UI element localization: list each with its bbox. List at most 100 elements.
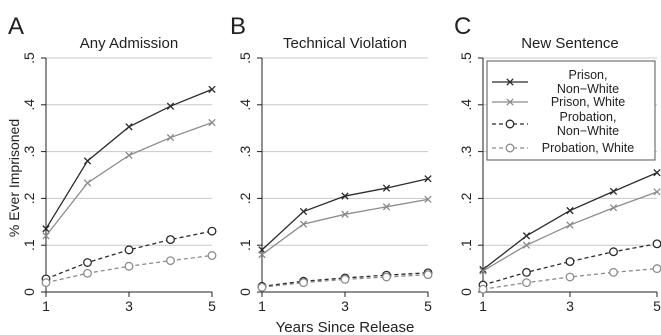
series-3 <box>41 226 217 284</box>
panel-letter: B <box>230 13 246 40</box>
x-axis-label: Years Since Release <box>276 319 415 335</box>
legend-label: Prison, <box>569 68 608 82</box>
series-2 <box>258 195 432 259</box>
data-point <box>423 270 433 280</box>
legend-label: Probation, <box>560 110 617 124</box>
y-tick-label: .3 <box>21 146 37 158</box>
series-1 <box>42 85 216 233</box>
x-tick-label: 5 <box>424 298 432 314</box>
data-point <box>299 278 308 288</box>
legend-marker <box>506 78 514 86</box>
legend-marker <box>505 119 515 129</box>
data-point <box>424 195 432 203</box>
legend-item: Prison, White <box>492 95 625 109</box>
series-line <box>45 88 213 230</box>
data-point <box>299 220 308 228</box>
panel-title: Technical Violation <box>283 35 407 52</box>
series-2 <box>479 188 661 275</box>
data-point <box>522 267 531 277</box>
data-point <box>653 169 661 177</box>
y-tick-label: 0 <box>458 288 474 296</box>
legend-label: Probation, White <box>542 141 634 155</box>
x-tick-label: 3 <box>341 298 349 314</box>
y-tick-label: .1 <box>237 239 253 251</box>
data-point <box>609 247 618 257</box>
y-tick-label: 0 <box>21 288 37 296</box>
y-tick-label: .2 <box>237 192 253 204</box>
y-tick-label: .4 <box>458 99 474 111</box>
data-point <box>653 188 661 196</box>
data-point <box>522 241 531 249</box>
data-point <box>609 204 618 212</box>
data-point <box>340 274 350 284</box>
data-point <box>382 203 391 211</box>
data-point <box>609 187 618 196</box>
series-1 <box>258 175 432 254</box>
y-tick-label: .2 <box>458 192 474 204</box>
data-point <box>424 175 432 183</box>
data-point <box>42 232 50 240</box>
data-point <box>124 245 134 255</box>
legend-label: Non−White <box>557 82 619 96</box>
data-point <box>83 258 92 267</box>
series-line <box>45 230 213 280</box>
data-point <box>208 85 216 94</box>
panel-title: Any Admission <box>80 35 178 52</box>
data-point <box>124 261 134 271</box>
y-tick-label: .5 <box>458 52 474 64</box>
y-tick-label: .4 <box>237 99 253 111</box>
legend-marker <box>505 143 515 153</box>
series-4 <box>478 264 661 294</box>
data-point <box>566 221 574 229</box>
data-point <box>565 257 575 267</box>
legend-label: Prison, White <box>551 95 625 109</box>
data-point <box>125 151 133 160</box>
data-point <box>125 123 133 131</box>
data-point <box>522 232 531 240</box>
panel-letter: C <box>454 13 471 40</box>
data-point <box>166 102 175 110</box>
x-tick-label: 1 <box>479 298 487 314</box>
data-point <box>522 278 531 288</box>
data-point <box>166 235 175 245</box>
data-point <box>382 272 391 282</box>
legend-item: Probation,Non−White <box>492 110 619 138</box>
x-tick-label: 1 <box>42 298 50 314</box>
y-tick-label: 0 <box>237 288 253 296</box>
y-tick-label: .5 <box>21 52 37 64</box>
data-point <box>208 118 216 127</box>
panel-a: A Any Admission 0 .1 .2 .3 .4 .5 1 3 5 <box>8 13 217 314</box>
x-tick-label: 5 <box>208 298 216 314</box>
x-tick-label: 5 <box>653 298 661 314</box>
data-point <box>652 264 661 274</box>
y-tick-label: .1 <box>458 239 474 251</box>
series-4 <box>257 270 433 292</box>
data-point <box>565 272 575 282</box>
data-point <box>479 267 487 275</box>
data-point <box>42 225 50 233</box>
y-tick-label: .3 <box>458 146 474 158</box>
data-point <box>166 133 175 142</box>
series-3 <box>478 239 661 290</box>
x-tick-label: 3 <box>566 298 574 314</box>
y-tick-label: .5 <box>237 52 253 64</box>
legend-box <box>486 60 656 161</box>
legend-label: Non−White <box>557 124 619 138</box>
panel-c: C New Sentence 0 .1 .2 .3 .4 .5 1 3 5 <box>454 13 661 314</box>
data-point <box>83 179 92 187</box>
data-point <box>258 250 266 259</box>
data-point <box>41 278 51 288</box>
y-axis-label: % Ever Imprisoned <box>6 119 22 237</box>
legend-marker <box>506 98 514 106</box>
data-point <box>166 256 175 266</box>
data-point <box>83 268 92 278</box>
series-4 <box>41 251 217 288</box>
data-point <box>478 284 488 294</box>
y-tick-label: .1 <box>21 239 37 251</box>
series-line <box>45 121 213 237</box>
data-point <box>609 267 618 277</box>
y-tick-label: .4 <box>21 99 37 111</box>
data-point <box>257 282 267 292</box>
